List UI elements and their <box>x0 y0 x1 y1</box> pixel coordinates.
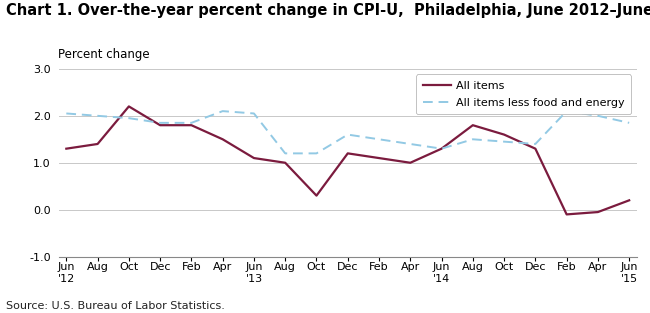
All items <box>532 147 539 151</box>
Text: Chart 1. Over-the-year percent change in CPI-U,  Philadelphia, June 2012–June 20: Chart 1. Over-the-year percent change in… <box>6 3 650 18</box>
All items <box>62 147 70 151</box>
Line: All items: All items <box>66 106 629 214</box>
All items <box>250 156 258 160</box>
All items <box>219 137 227 141</box>
All items <box>313 194 320 198</box>
All items less food and energy <box>437 147 445 151</box>
All items less food and energy <box>406 142 414 146</box>
All items less food and energy <box>125 116 133 120</box>
All items <box>94 142 101 146</box>
All items less food and energy <box>532 142 539 146</box>
All items <box>406 161 414 165</box>
All items <box>125 105 133 108</box>
All items less food and energy <box>156 121 164 125</box>
Legend: All items, All items less food and energy: All items, All items less food and energ… <box>416 74 631 115</box>
All items <box>625 198 633 202</box>
All items less food and energy <box>469 137 476 141</box>
All items less food and energy <box>375 137 383 141</box>
All items <box>469 123 476 127</box>
All items <box>156 123 164 127</box>
All items <box>187 123 195 127</box>
All items less food and energy <box>344 133 352 136</box>
All items less food and energy <box>250 111 258 115</box>
All items <box>375 156 383 160</box>
All items less food and energy <box>219 109 227 113</box>
All items <box>563 213 571 216</box>
All items <box>437 147 445 151</box>
All items less food and energy <box>563 109 571 113</box>
Line: All items less food and energy: All items less food and energy <box>66 111 629 153</box>
All items less food and energy <box>187 121 195 125</box>
Text: Source: U.S. Bureau of Labor Statistics.: Source: U.S. Bureau of Labor Statistics. <box>6 301 226 311</box>
All items less food and energy <box>313 151 320 155</box>
All items less food and energy <box>500 140 508 143</box>
All items <box>500 133 508 136</box>
All items less food and energy <box>625 121 633 125</box>
All items <box>344 151 352 155</box>
All items less food and energy <box>94 114 101 118</box>
All items <box>594 210 602 214</box>
All items less food and energy <box>62 111 70 115</box>
All items <box>281 161 289 165</box>
All items less food and energy <box>594 114 602 118</box>
All items less food and energy <box>281 151 289 155</box>
Text: Percent change: Percent change <box>58 48 150 61</box>
